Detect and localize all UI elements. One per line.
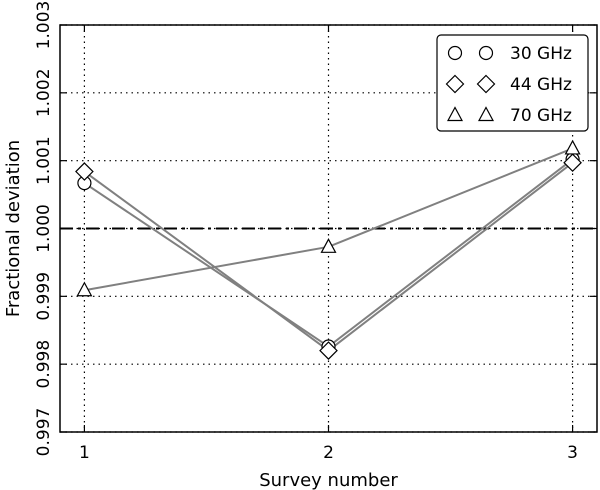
legend-diamond-icon bbox=[476, 74, 496, 94]
legend-label: 44 GHz bbox=[510, 75, 572, 95]
triangle-marker bbox=[76, 281, 93, 297]
y-tick-label: 0.997 bbox=[34, 408, 54, 457]
x-axis-ticks: 1 2 3 bbox=[79, 25, 578, 463]
series-line-circle bbox=[83, 158, 574, 348]
x-tick-label: 3 bbox=[567, 443, 578, 463]
legend-circle-icon bbox=[447, 45, 463, 61]
legend-label: 70 GHz bbox=[510, 106, 572, 126]
diamond-marker bbox=[75, 162, 94, 181]
y-tick-label: 1.003 bbox=[34, 1, 54, 50]
y-axis-label: Fractional deviation bbox=[3, 140, 24, 317]
y-tick-label: 1.000 bbox=[34, 204, 54, 253]
legend-triangle-icon bbox=[477, 106, 495, 122]
legend-diamond-icon bbox=[445, 74, 465, 94]
x-tick-label: 2 bbox=[323, 443, 334, 463]
x-tick-label: 1 bbox=[79, 443, 90, 463]
y-tick-label: 1.001 bbox=[34, 136, 54, 185]
legend-circle-icon bbox=[478, 45, 494, 61]
triangle-marker bbox=[564, 139, 581, 155]
legend-triangle-icon bbox=[446, 106, 464, 122]
triangle-marker bbox=[320, 238, 337, 253]
y-axis-ticks: 0.997 0.998 0.999 1.000 1.001 1.002 1.003 bbox=[34, 1, 597, 457]
legend-box bbox=[436, 34, 589, 132]
series-layer bbox=[75, 139, 582, 360]
x-axis-label: Survey number bbox=[259, 470, 398, 490]
diamond-marker bbox=[563, 153, 582, 173]
legend: 30 GHz 44 GHz 70 GHz bbox=[436, 34, 589, 132]
y-tick-label: 0.999 bbox=[34, 272, 54, 321]
y-tick-label: 0.998 bbox=[34, 340, 54, 389]
y-tick-label: 1.002 bbox=[34, 68, 54, 117]
legend-label: 30 GHz bbox=[510, 44, 572, 64]
diamond-marker bbox=[319, 341, 338, 360]
